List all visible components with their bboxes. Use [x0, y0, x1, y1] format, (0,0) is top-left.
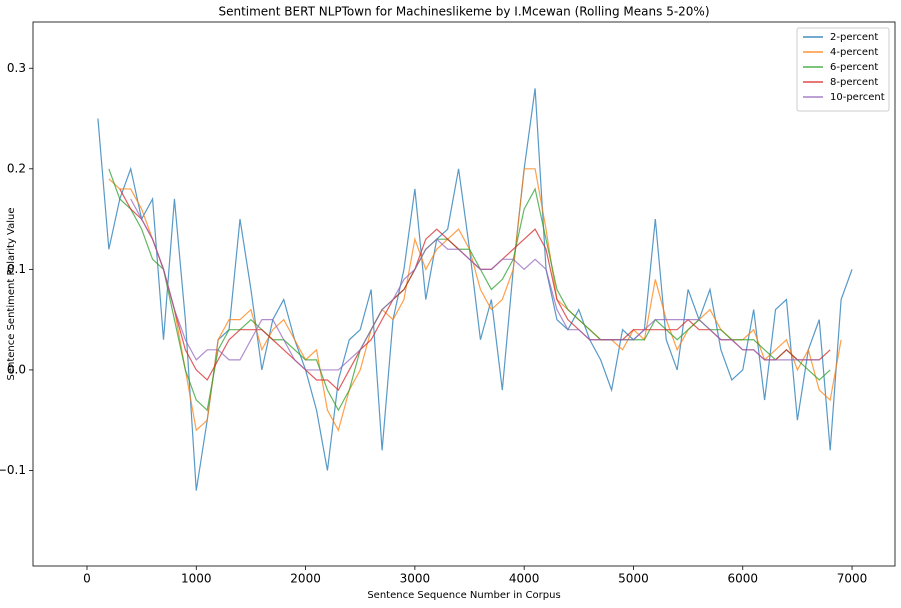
x-tick-label: 6000: [727, 572, 758, 586]
legend-box: [796, 27, 890, 112]
series-line: [130, 198, 820, 371]
x-tick-label: 4000: [509, 572, 540, 586]
legend: 2-percent 4-percent 6-percent 8-percent 10-p…: [796, 27, 890, 112]
x-tick-label: 2000: [290, 572, 321, 586]
x-tick-label: 5000: [618, 572, 649, 586]
x-tick-label: 3000: [400, 572, 431, 586]
legend-label: 8-percent: [830, 77, 878, 88]
series-line: [108, 168, 842, 432]
x-tick-label: 1000: [181, 572, 212, 586]
series-line: [97, 88, 853, 491]
legend-label: 4-percent: [830, 47, 878, 58]
y-axis-label: Sentence Sentiment Polarity Value: [6, 207, 17, 380]
y-tick-label: 0.2: [7, 161, 26, 175]
legend-label: 2-percent: [830, 32, 878, 43]
y-tick-label: 0.3: [7, 61, 26, 75]
x-axis-label: Sentence Sequence Number in Corpus: [367, 590, 560, 601]
y-tick-label: 0.0: [7, 362, 26, 376]
y-tick-label: −0.1: [0, 463, 26, 477]
x-tick-label: 7000: [837, 572, 868, 586]
x-tick-label: 0: [83, 572, 91, 586]
plot-frame: [32, 21, 896, 567]
legend-label: 10-percent: [830, 92, 885, 103]
y-tick-label: 0.1: [7, 262, 26, 276]
legend-label: 6-percent: [830, 62, 878, 73]
chart-title: Sentiment BERT NLPTown for Machineslikem…: [218, 5, 709, 19]
